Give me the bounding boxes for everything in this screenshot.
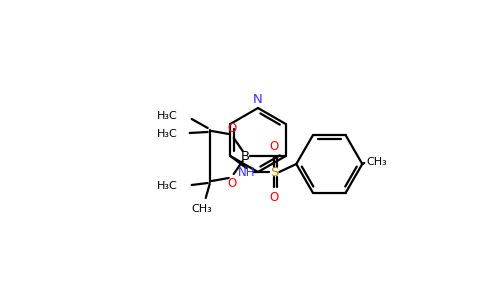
Text: CH₃: CH₃ (366, 157, 387, 167)
Text: O: O (270, 140, 279, 153)
Text: N: N (253, 93, 263, 106)
Text: H₃C: H₃C (157, 129, 178, 139)
Text: NH: NH (238, 166, 255, 178)
Text: H₃C: H₃C (157, 181, 178, 191)
Text: S: S (270, 166, 278, 178)
Text: H₃C: H₃C (157, 111, 178, 121)
Text: O: O (227, 177, 236, 190)
Text: O: O (270, 191, 279, 204)
Text: B: B (241, 149, 250, 163)
Text: O: O (227, 122, 236, 135)
Text: CH₃: CH₃ (191, 204, 212, 214)
